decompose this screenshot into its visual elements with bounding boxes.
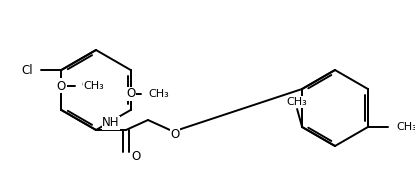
Text: O: O <box>57 79 66 93</box>
Text: CH₃: CH₃ <box>287 97 308 107</box>
Text: CH₃: CH₃ <box>81 80 102 90</box>
Text: O: O <box>57 79 66 91</box>
Text: CH₃: CH₃ <box>396 122 415 132</box>
Text: CH₃: CH₃ <box>83 81 104 91</box>
Text: O: O <box>132 151 141 164</box>
Text: NH: NH <box>102 116 120 130</box>
Text: O: O <box>126 88 135 100</box>
Text: O: O <box>171 128 180 141</box>
Text: Cl: Cl <box>22 63 33 77</box>
Text: CH₃: CH₃ <box>149 89 169 99</box>
